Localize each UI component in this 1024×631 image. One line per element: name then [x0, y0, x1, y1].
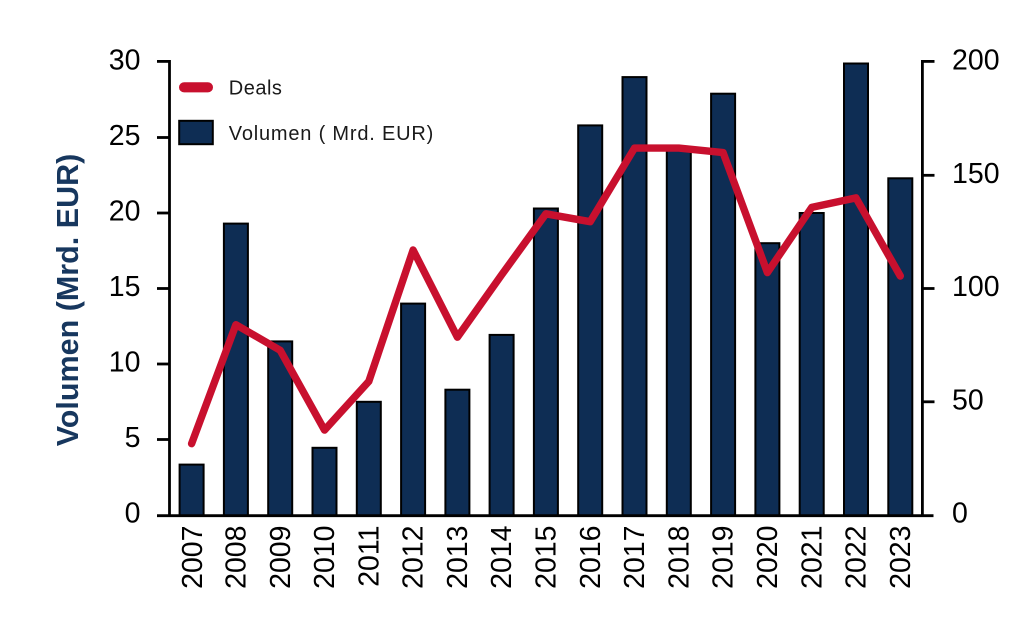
svg-text:2022: 2022 — [841, 526, 873, 589]
svg-text:Volumen (Mrd. EUR): Volumen (Mrd. EUR) — [51, 154, 85, 447]
svg-text:50: 50 — [952, 384, 984, 416]
svg-text:0: 0 — [952, 498, 968, 530]
svg-text:2007: 2007 — [177, 526, 209, 589]
svg-text:2015: 2015 — [531, 526, 563, 589]
svg-text:2009: 2009 — [265, 526, 297, 589]
svg-text:2016: 2016 — [575, 526, 607, 589]
svg-text:30: 30 — [109, 45, 141, 77]
svg-text:0: 0 — [125, 498, 141, 530]
svg-text:2018: 2018 — [663, 526, 695, 589]
svg-text:2023: 2023 — [885, 526, 917, 589]
svg-text:25: 25 — [109, 120, 141, 152]
svg-text:2019: 2019 — [708, 526, 740, 589]
svg-text:2021: 2021 — [796, 526, 828, 589]
svg-text:2014: 2014 — [486, 525, 518, 589]
svg-text:15: 15 — [109, 271, 141, 303]
svg-text:2012: 2012 — [398, 526, 430, 589]
svg-text:2008: 2008 — [221, 526, 253, 589]
svg-text:2017: 2017 — [619, 526, 651, 589]
svg-text:2013: 2013 — [442, 526, 474, 589]
svg-text:2011: 2011 — [353, 526, 385, 587]
svg-text:5: 5 — [125, 422, 141, 454]
svg-text:2020: 2020 — [752, 526, 784, 589]
svg-text:150: 150 — [952, 158, 1000, 190]
svg-text:200: 200 — [952, 45, 1000, 77]
svg-text:Deals: Deals — [229, 78, 283, 100]
svg-text:100: 100 — [952, 271, 1000, 303]
svg-text:20: 20 — [109, 196, 141, 228]
svg-text:10: 10 — [109, 347, 141, 379]
svg-text:Volumen ( Mrd. EUR): Volumen ( Mrd. EUR) — [229, 123, 434, 145]
svg-text:2010: 2010 — [309, 526, 341, 589]
